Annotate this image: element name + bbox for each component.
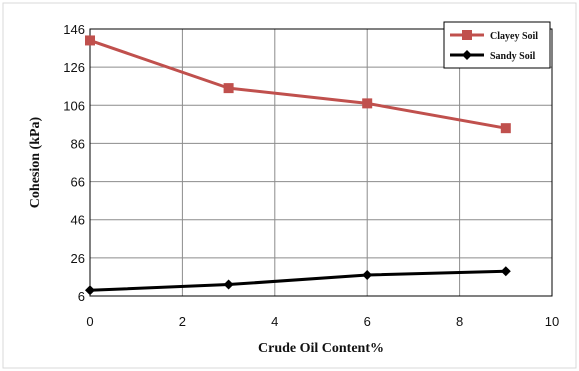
data-point (223, 279, 234, 290)
legend-label: Sandy Soil (490, 51, 536, 62)
data-point (85, 285, 95, 296)
y-tick-label: 126 (63, 60, 85, 75)
x-tick-label: 8 (456, 314, 463, 329)
x-tick-label: 2 (179, 314, 186, 329)
legend-box (443, 21, 551, 69)
y-tick-label: 66 (71, 175, 85, 190)
y-tick-label: 86 (71, 136, 85, 151)
y-tick-label: 26 (71, 251, 85, 266)
y-tick-label: 6 (78, 289, 85, 304)
legend-swatch-marker (462, 50, 472, 60)
data-point (223, 83, 234, 94)
y-tick-label: 146 (63, 22, 85, 37)
x-tick-label: 10 (545, 314, 559, 329)
x-tick-label: 4 (271, 314, 278, 329)
series-layer (85, 35, 511, 296)
data-point (500, 123, 511, 134)
x-axis-title: Crude Oil Content% (258, 341, 384, 356)
data-point (362, 270, 373, 281)
series-line (89, 269, 506, 292)
data-point (362, 98, 373, 109)
y-axis-title: Cohesion (kPa) (28, 116, 43, 208)
legend-swatch-marker (462, 30, 472, 40)
y-tick-label: 46 (71, 213, 85, 228)
series-line (89, 39, 507, 130)
y-tick-label: 106 (63, 98, 85, 113)
x-tick-label: 6 (364, 314, 371, 329)
legend: Clayey Soil Sandy Soil (443, 21, 551, 69)
data-point (85, 35, 95, 46)
data-point (500, 266, 511, 277)
x-tick-label: 0 (86, 314, 93, 329)
legend-label: Clayey Soil (490, 31, 538, 42)
plot-area (89, 28, 553, 297)
